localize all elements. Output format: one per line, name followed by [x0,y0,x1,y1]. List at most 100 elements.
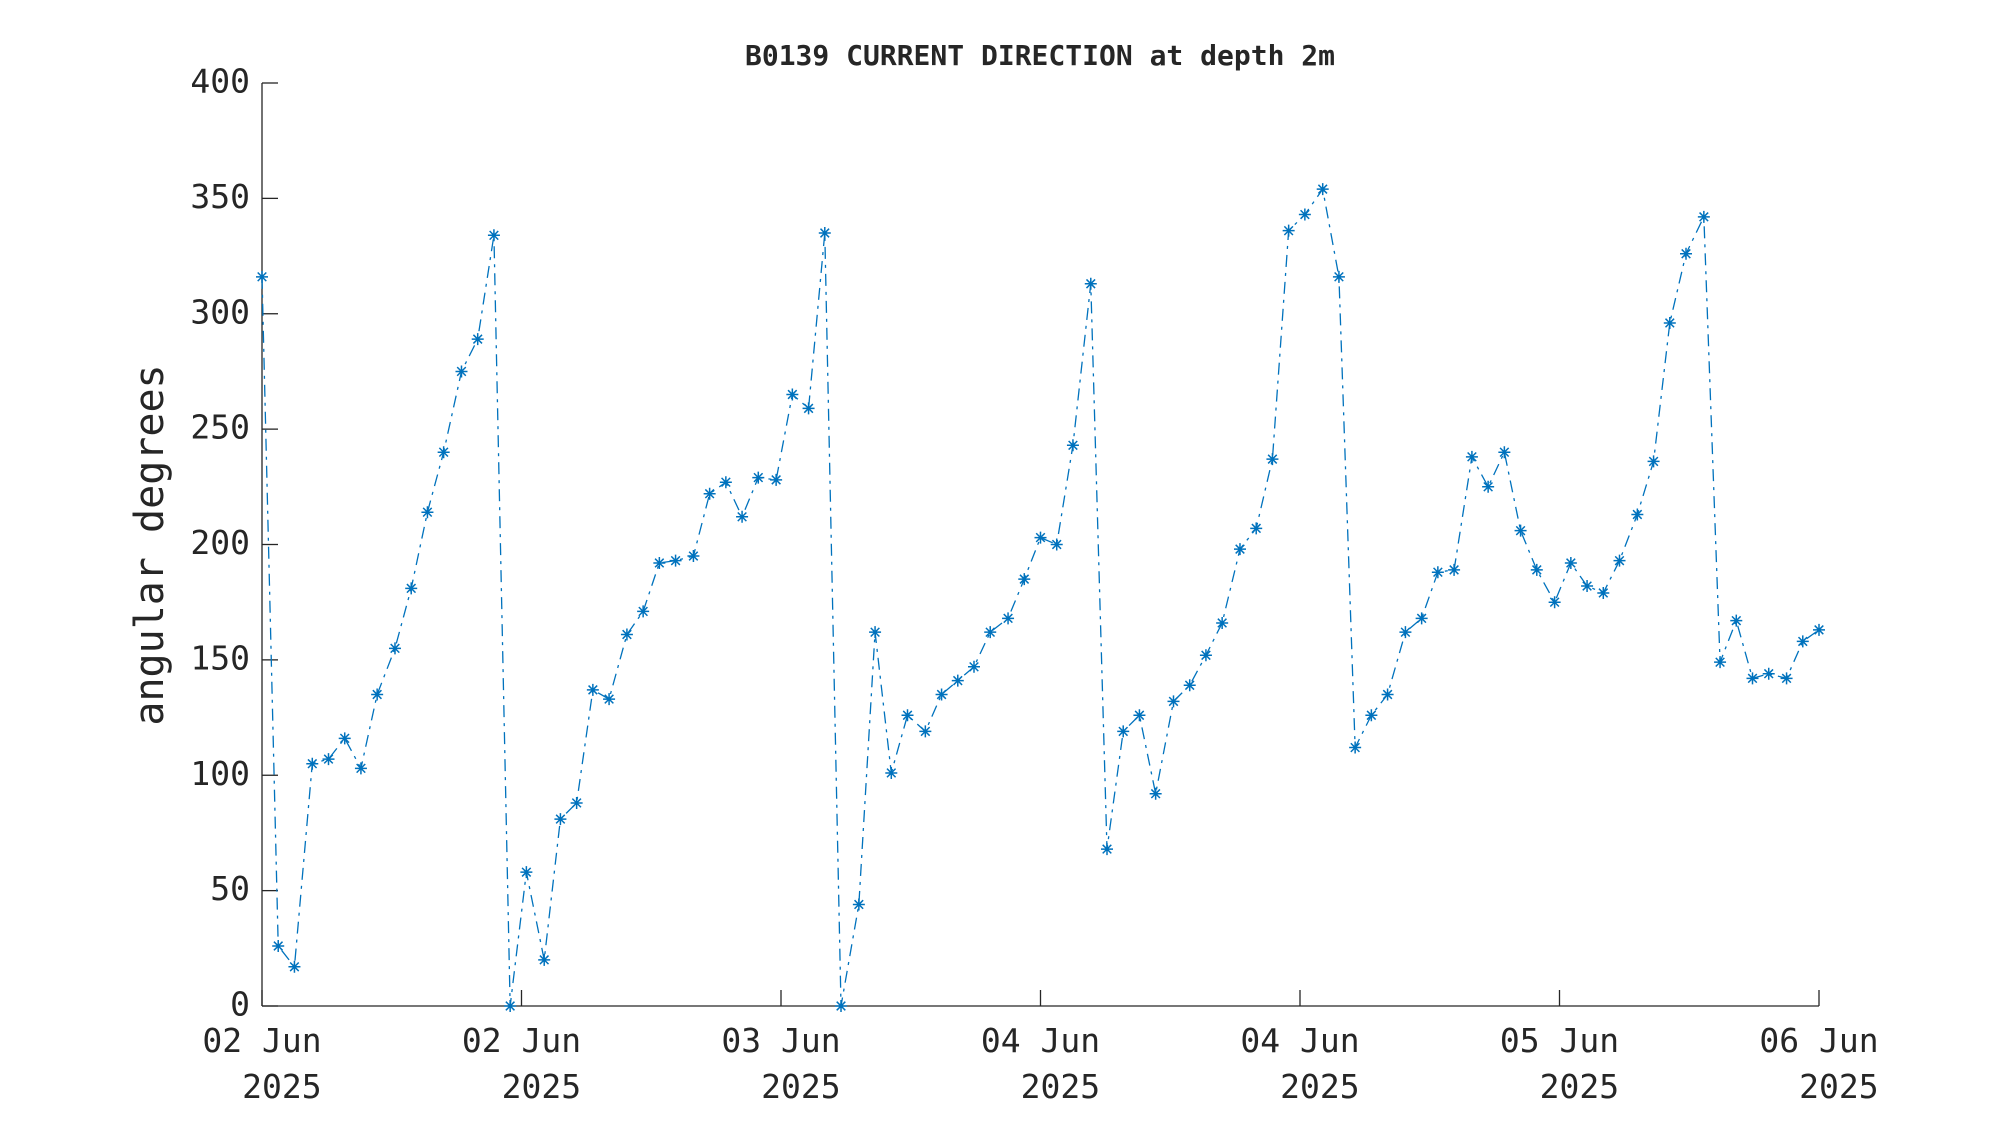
data-point [306,757,319,770]
data-point [405,582,418,595]
data-point [1548,596,1561,609]
data-point [1332,270,1345,283]
data-point [919,725,932,738]
data-point [455,365,468,378]
data-point [901,709,914,722]
y-tick-label: 100 [190,754,250,793]
data-point [968,660,980,673]
y-axis-label: angular degrees [127,364,173,725]
data-point [1498,446,1511,459]
data-point [802,402,815,415]
data-point [1780,672,1793,685]
data-point [1465,450,1478,463]
x-tick-label: 04 Jun 2025 [980,1021,1101,1106]
data-point [603,693,616,706]
data-point [437,446,450,459]
data-point [1101,843,1113,856]
data-point [1282,224,1295,237]
data-point [935,688,948,701]
data-point [620,628,633,641]
y-tick-label: 250 [190,408,250,447]
data-point [1002,612,1015,625]
data-point [1530,563,1543,576]
data-point [471,333,484,346]
y-tick-label: 50 [210,869,250,908]
data-point [388,642,401,655]
y-tick-label: 200 [190,523,250,562]
data-point [1034,531,1047,544]
data-point [421,506,434,519]
y-tick-label: 0 [230,985,250,1024]
data-point [637,605,650,618]
data-point [852,898,865,911]
data-point [554,813,567,826]
data-point [687,550,700,563]
data-point [1316,183,1329,196]
data-point [1167,695,1180,708]
data-point [1647,455,1660,468]
data-point [1183,679,1196,692]
data-point [1564,556,1577,569]
data-point [586,683,599,696]
data-point [487,229,500,242]
data-point [520,866,533,879]
data-point [1381,688,1394,701]
data-point [752,471,765,484]
data-point [322,753,335,766]
data-point [1066,439,1079,452]
y-tick-label: 150 [190,638,250,677]
data-point [1133,709,1146,722]
data-point [1233,543,1246,556]
y-tick-label: 350 [190,177,250,216]
data-point [984,626,997,639]
data-point [1613,554,1626,567]
data-point [1149,787,1162,800]
data-point [1746,672,1759,685]
data-point [538,953,551,966]
x-tick-label: 02 Jun 2025 [461,1021,582,1106]
x-tick-label: 06 Jun 2025 [1759,1021,1879,1106]
data-point [1796,635,1809,648]
data-point [1431,566,1444,579]
data-point [570,796,583,809]
x-tick-label: 05 Jun 2025 [1499,1021,1620,1106]
data-point [1298,208,1311,221]
data-line [261,187,1820,1007]
data-point [1730,614,1743,627]
data-point [719,476,732,489]
data-point [1597,586,1610,599]
data-point [1714,656,1727,669]
data-point [1216,616,1229,629]
data-point [669,554,682,567]
x-tick-label: 04 Jun 2025 [1240,1021,1360,1106]
data-point [1697,210,1710,223]
data-point [371,688,384,701]
data-point [288,960,301,973]
data-point [770,473,783,486]
data-point [885,766,898,779]
data-point [1680,247,1693,260]
data-point [1365,709,1378,722]
data-point [256,270,268,283]
data-point [354,762,367,775]
data-point [1514,524,1527,537]
x-tick-label: 02 Jun 2025 [202,1021,322,1106]
data-point [818,226,831,239]
y-tick-label: 300 [190,292,250,331]
x-tick-label: 03 Jun 2025 [721,1021,841,1106]
data-point [869,626,882,639]
data-point [1266,453,1279,466]
data-point [835,1000,848,1012]
y-tick-label: 400 [190,62,250,101]
data-point [1399,626,1412,639]
data-point [1663,316,1676,329]
data-point [1250,522,1263,535]
data-point [1415,612,1428,625]
data-point [1050,538,1063,551]
data-point [703,487,716,500]
data-point [653,556,666,569]
data-point [1084,277,1097,290]
data-point [1018,573,1031,586]
